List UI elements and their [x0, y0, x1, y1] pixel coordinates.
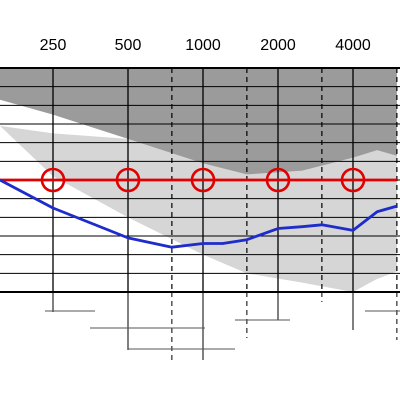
- shaded-zones: [0, 68, 397, 292]
- dark-zone: [0, 68, 397, 175]
- below-grid-lines: [45, 292, 400, 362]
- x-tick-label-250: 250: [40, 37, 67, 54]
- frequency-labels: 250 500 1000 2000 4000: [40, 37, 371, 54]
- data-series: [0, 167, 398, 249]
- x-tick-label-1000: 1000: [185, 37, 221, 54]
- red-circle-marker: [265, 167, 291, 193]
- red-circle-marker: [190, 167, 216, 193]
- x-tick-label-2000: 2000: [260, 37, 296, 54]
- red-circle-marker: [40, 167, 66, 193]
- blue-series-line: [0, 178, 398, 249]
- x-tick-label-4000: 4000: [335, 37, 371, 54]
- red-circle-marker: [115, 167, 141, 193]
- red-circle-marker: [340, 167, 366, 193]
- x-tick-label-500: 500: [115, 37, 142, 54]
